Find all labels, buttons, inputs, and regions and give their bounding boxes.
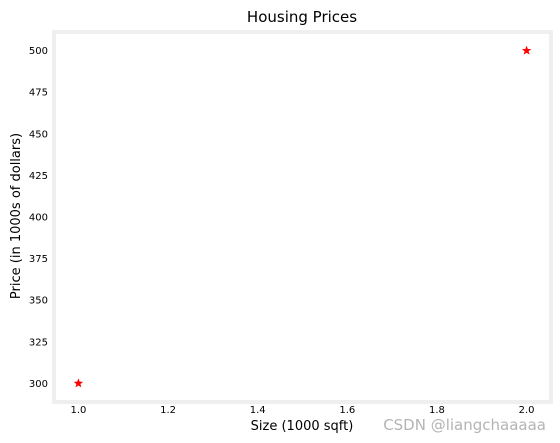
y-tick-label: 325	[29, 337, 48, 348]
y-axis-label: Price (in 1000s of dollars)	[9, 133, 24, 299]
x-tick-label: 2.0	[519, 405, 535, 416]
x-tick-label: 1.8	[429, 405, 445, 416]
y-tick-label: 300	[29, 379, 48, 390]
x-axis-ticks: 1.0 1.2 1.4 1.6 1.8 2.0	[70, 405, 534, 416]
y-tick-label: 475	[29, 88, 48, 99]
y-tick-label: 450	[29, 129, 48, 140]
x-tick-label: 1.2	[160, 405, 176, 416]
plot-frame	[52, 30, 553, 404]
data-point-star	[73, 378, 84, 388]
data-point-star	[521, 45, 532, 55]
y-tick-label: 500	[29, 46, 48, 57]
chart-title: Housing Prices	[247, 8, 357, 26]
y-axis-ticks: 300 325 350 375 400 425 450 475 500	[29, 46, 48, 390]
y-tick-label: 350	[29, 296, 48, 307]
y-tick-label: 400	[29, 213, 48, 224]
data-points	[73, 45, 532, 388]
y-tick-label: 425	[29, 171, 48, 182]
x-tick-label: 1.0	[70, 405, 86, 416]
x-axis-label: Size (1000 sqft)	[251, 419, 354, 434]
x-tick-label: 1.6	[339, 405, 355, 416]
x-tick-label: 1.4	[250, 405, 266, 416]
y-tick-label: 375	[29, 254, 48, 265]
watermark: CSDN @liangchaaaaa	[383, 416, 546, 434]
